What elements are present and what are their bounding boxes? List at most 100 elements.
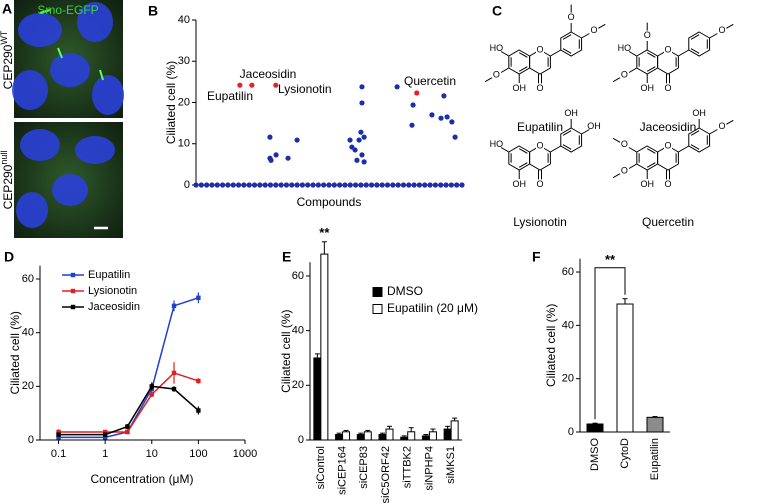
scatter-point [326,182,332,188]
nucleus [18,13,62,47]
y-tick-label: 30 [178,55,190,67]
atom-label: OH [587,121,601,131]
x-tick-label: 1000 [233,448,257,460]
marker [196,408,201,413]
marker [125,424,130,429]
double-bond [646,52,656,58]
y-axis-title: Ciliated cell (%) [164,61,178,144]
scatter-point [353,182,359,188]
bar [443,428,452,441]
double-bond [518,52,528,58]
scatter-point [342,182,348,188]
double-bond [562,34,572,40]
marker [102,429,108,435]
y-tick-label: 40 [562,319,574,331]
atom-label: O [664,140,671,150]
bond [628,51,638,57]
atom-label: O [621,166,628,176]
ring [636,49,659,75]
scatter-point [454,182,460,188]
scatter-point [459,182,465,188]
double-bond [562,144,572,150]
scatter-point [331,182,337,188]
x-tick-label: 1 [102,448,108,460]
scatter-point [220,182,226,188]
atom-label: O [621,70,628,80]
bond [678,49,690,57]
genotype-label: CEP290WT [0,30,15,89]
y-tick-label: 40 [292,325,304,337]
legend-label: Eupatilin [88,269,130,281]
scatter-point [400,182,407,188]
annotation: Lysionotin [278,82,332,96]
x-axis-title: Concentration (μM) [91,472,194,486]
scatter-point [395,182,401,188]
scatter-point [214,182,220,188]
y-tick-label: 20 [562,373,574,385]
y-tick-label: 0 [568,426,574,438]
chart: 0 20 40 60 0.1 1 10 100 1000 Ciliated cell (%) Con… [8,265,257,486]
series-line [58,385,199,436]
series-line [58,372,199,433]
x-tick-label: siNPHP4 [423,446,435,491]
bar [313,357,322,441]
genotype: WT [0,30,9,44]
legend-marker [70,304,76,310]
x-tick-label: DMSO [589,438,601,471]
methyl-bond [612,137,621,143]
x-tick-label: 0.1 [51,448,66,460]
nucleus [20,129,60,161]
y-tick-label: 0 [28,434,34,446]
methyl-bond [726,119,734,125]
atom-label: OH [564,108,578,118]
bar [616,303,634,433]
scatter-point [358,182,364,188]
x-tick-label: 100 [189,448,207,460]
bar [378,434,387,441]
atom-bg [664,45,672,55]
scatter-point [267,182,274,188]
methyl-bond [598,23,606,29]
double-bond [646,162,656,168]
genotype: null [0,151,9,165]
y-axis-title: Ciliated cell (%) [544,304,558,387]
atom-label: O [719,121,726,131]
scatter-point [359,84,365,90]
scatter-point [235,182,242,188]
ring [560,127,583,153]
cilium [39,9,51,14]
scatter-point [310,182,316,188]
panel-letter: B [148,3,158,19]
bond [678,145,690,153]
atom-label: OH [512,179,526,189]
atom-label: OH [640,83,654,93]
molecule: HO OH OH OH O O [490,108,601,189]
atom-bg [536,45,544,55]
marker [196,295,201,300]
nucleus [75,136,115,164]
scatter-point [379,182,385,188]
bar [646,416,664,433]
series-line [58,297,199,439]
marker [102,435,108,440]
y-tick-label: 60 [562,266,574,278]
scatter-point [429,112,435,118]
molecule-name: Quercetin [642,215,694,229]
molecule-name: Eupatilin [517,120,563,134]
bar [450,420,459,441]
methyl-bond [726,23,734,29]
bond [581,33,590,39]
double-bond [518,66,528,72]
scatter-point [237,82,243,88]
atom-label: O [664,44,671,54]
scatter-point [363,182,369,188]
scatter-point [410,102,416,108]
methyl-bond [612,173,621,179]
ring [636,145,659,171]
bar [385,428,394,441]
scatter-point [257,182,263,188]
legend-marker [70,272,76,278]
scatter-point [394,84,400,90]
bond [709,129,718,135]
